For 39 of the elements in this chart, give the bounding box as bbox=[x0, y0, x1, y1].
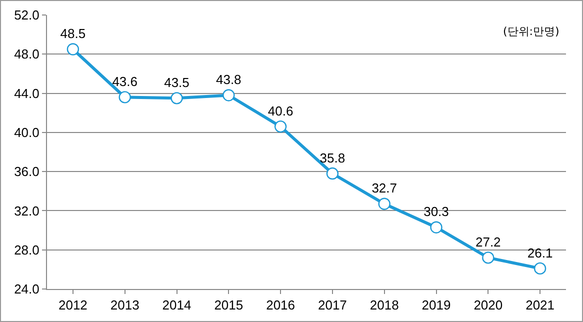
point bbox=[66, 43, 80, 56]
y-tick-label: 32.0 bbox=[14, 203, 40, 218]
x-tick-label: 2015 bbox=[214, 298, 244, 313]
data-label: 40.6 bbox=[268, 103, 294, 118]
point bbox=[482, 252, 494, 264]
data-label: 35.8 bbox=[320, 150, 346, 166]
y-tick-label: 24.0 bbox=[14, 282, 40, 297]
point bbox=[326, 167, 339, 180]
point bbox=[378, 198, 390, 210]
x-tick-label: 2012 bbox=[58, 298, 88, 313]
point bbox=[430, 221, 442, 234]
x-tick-label: 2018 bbox=[370, 298, 399, 313]
x-tick-label: 2014 bbox=[162, 298, 192, 313]
y-tick-label: 40.0 bbox=[14, 124, 40, 140]
x-tick-label: 2016 bbox=[266, 298, 296, 313]
point bbox=[118, 91, 131, 104]
y-tick-label: 36.0 bbox=[14, 164, 40, 180]
y-tick-label: 52.0 bbox=[14, 8, 40, 23]
x-tick-label: 2017 bbox=[318, 298, 347, 313]
y-tick-label: 28.0 bbox=[14, 242, 40, 258]
x-tick-label: 2021 bbox=[526, 298, 555, 313]
data-label: 27.2 bbox=[475, 234, 501, 250]
data-label: 43.6 bbox=[112, 74, 138, 90]
annotation: (단위:만명) bbox=[503, 25, 560, 38]
point bbox=[170, 92, 183, 104]
data-label: 30.3 bbox=[424, 204, 449, 220]
data-label: 43.5 bbox=[164, 75, 190, 90]
y-tick-label: 44.0 bbox=[14, 86, 40, 101]
data-label: 26.1 bbox=[527, 245, 553, 260]
data-label: 43.8 bbox=[216, 72, 242, 88]
point bbox=[222, 89, 235, 102]
data-label: 48.5 bbox=[60, 26, 86, 42]
x-tick-label: 2019 bbox=[422, 298, 451, 313]
x-tick-label: 2020 bbox=[474, 298, 503, 313]
x-tick-label: 2013 bbox=[110, 298, 140, 313]
point bbox=[534, 262, 546, 275]
point bbox=[274, 120, 287, 133]
data-label: 32.7 bbox=[372, 180, 398, 196]
y-tick-label: 48.0 bbox=[14, 46, 40, 62]
